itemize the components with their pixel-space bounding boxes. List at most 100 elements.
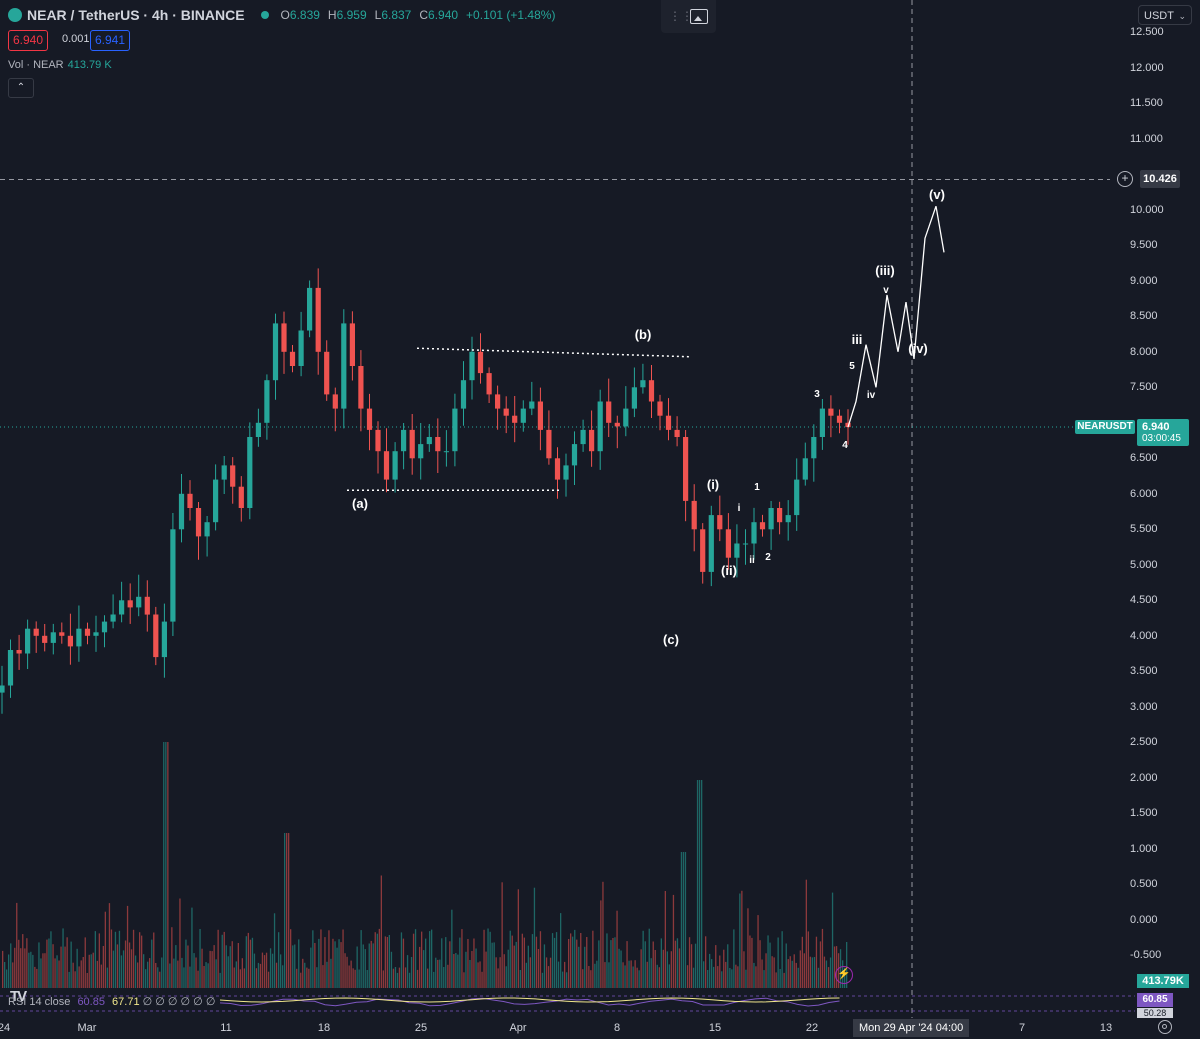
volume-bar: [427, 968, 429, 988]
volume-bar: [471, 951, 473, 988]
volume-bar: [124, 940, 127, 988]
volume-bar: [676, 938, 679, 988]
volume-bar: [509, 930, 511, 988]
volume-bar: [342, 929, 344, 988]
volume-bar: [223, 931, 225, 988]
volume-bar: [165, 742, 167, 988]
price-tick-label: 8.000: [1130, 345, 1158, 358]
volume-bar: [116, 944, 119, 988]
price-axis[interactable]: 12.500 12.000 11.500 11.000 10.000 9.500 9.000…: [1124, 0, 1200, 1020]
volume-bar: [797, 967, 799, 988]
volume-bar: [360, 930, 362, 988]
candle-body: [255, 422, 261, 437]
volume-bar: [322, 965, 324, 988]
candle-body: [443, 451, 449, 453]
candle-body: [383, 451, 390, 480]
volume-bar: [78, 966, 80, 988]
time-tick-label: 8: [613, 1022, 621, 1034]
volume-bar: [545, 957, 548, 988]
candle-body: [332, 394, 338, 409]
sell-button[interactable]: 6.940: [8, 30, 49, 51]
last-price-tag: 6.940 03:00:45: [1137, 419, 1189, 446]
volume-bar: [120, 955, 123, 988]
symbol-title[interactable]: NEAR / TetherUS · 4h · BINANCE: [27, 7, 245, 23]
volume-bar: [741, 890, 743, 988]
volume-bar: [96, 960, 98, 988]
volume-bar: [56, 955, 58, 988]
candle-body: [247, 437, 253, 508]
lightning-icon[interactable]: ⚡: [835, 966, 853, 984]
volume-bar: [62, 928, 64, 988]
volume-bar: [340, 942, 342, 988]
volume-bar: [251, 937, 254, 988]
volume-bar: [408, 972, 411, 988]
drag-handle-icon[interactable]: ⋮⋮: [669, 9, 693, 23]
volume-bar: [610, 940, 612, 988]
volume-bar: [521, 933, 523, 988]
volume-bar: [811, 957, 813, 988]
volume-bar: [90, 954, 92, 988]
wave-label: 1: [754, 482, 760, 493]
buy-button[interactable]: 6.941: [90, 30, 131, 51]
volume-bar: [576, 939, 578, 988]
volume-bar: [84, 937, 86, 988]
collapse-legend-button[interactable]: ⌃: [8, 78, 34, 98]
price-tick-label: 0.000: [1130, 913, 1158, 926]
volume-bar: [445, 937, 447, 988]
volume-bar: [213, 945, 215, 988]
volume-bar: [819, 941, 822, 988]
volume-bar: [346, 956, 348, 988]
snapshot-image-icon[interactable]: [690, 9, 708, 24]
volume-bar: [288, 833, 290, 988]
volume-bar: [439, 959, 441, 988]
volume-bar: [586, 937, 588, 988]
volume-bar: [338, 939, 340, 988]
candle-body: [144, 596, 150, 615]
candle-body: [657, 401, 663, 416]
candle-body: [631, 387, 637, 409]
volume-bar: [674, 940, 677, 988]
volume-bar: [255, 968, 258, 988]
price-tick-label: 8.500: [1130, 310, 1158, 323]
volume-bar: [761, 959, 763, 988]
volume-bar: [652, 941, 654, 988]
volume-bar: [682, 852, 685, 988]
volume-bar: [469, 960, 471, 988]
currency-select[interactable]: USDT ⌄: [1138, 5, 1192, 25]
volume-bar: [362, 944, 364, 988]
wave-label: (i): [707, 477, 719, 492]
volume-bar: [132, 929, 135, 988]
add-alert-plus-icon[interactable]: +: [1117, 171, 1133, 187]
volume-bar: [332, 938, 334, 988]
wave-label: (v): [929, 187, 945, 202]
volume-bar: [149, 958, 151, 988]
volume-bar: [529, 957, 531, 988]
wave-label: (iii): [875, 263, 895, 278]
volume-bar: [54, 958, 56, 988]
price-tick-label: 2.500: [1130, 736, 1158, 749]
volume-bar: [630, 960, 632, 988]
volume-bar: [42, 953, 44, 988]
wave-label: (iv): [908, 341, 928, 356]
spread-value: 0.001: [62, 33, 90, 45]
settings-gear-icon[interactable]: [1158, 1020, 1172, 1034]
symbol-legend: NEAR / TetherUS · 4h · BINANCE O6.839 H6…: [8, 6, 555, 24]
volume-bar: [721, 971, 723, 988]
volume-bar: [108, 903, 111, 988]
volume-bar: [636, 967, 638, 988]
candle-body: [33, 628, 39, 636]
time-axis[interactable]: 24 Mar 11 18 25 Apr 8 15 22 7 13: [0, 1018, 1200, 1039]
volume-bar: [568, 939, 570, 988]
time-tick-label: 18: [317, 1022, 331, 1034]
volume-bar: [269, 948, 272, 988]
volume-bar: [435, 957, 437, 988]
candle-body: [640, 380, 646, 388]
volume-bar: [211, 951, 213, 988]
volume-bar: [98, 933, 100, 988]
volume-bar: [130, 949, 133, 988]
candle-body: [529, 401, 535, 409]
volume-bar: [366, 970, 368, 988]
volume-bar: [419, 946, 421, 988]
candle-body: [811, 437, 817, 459]
